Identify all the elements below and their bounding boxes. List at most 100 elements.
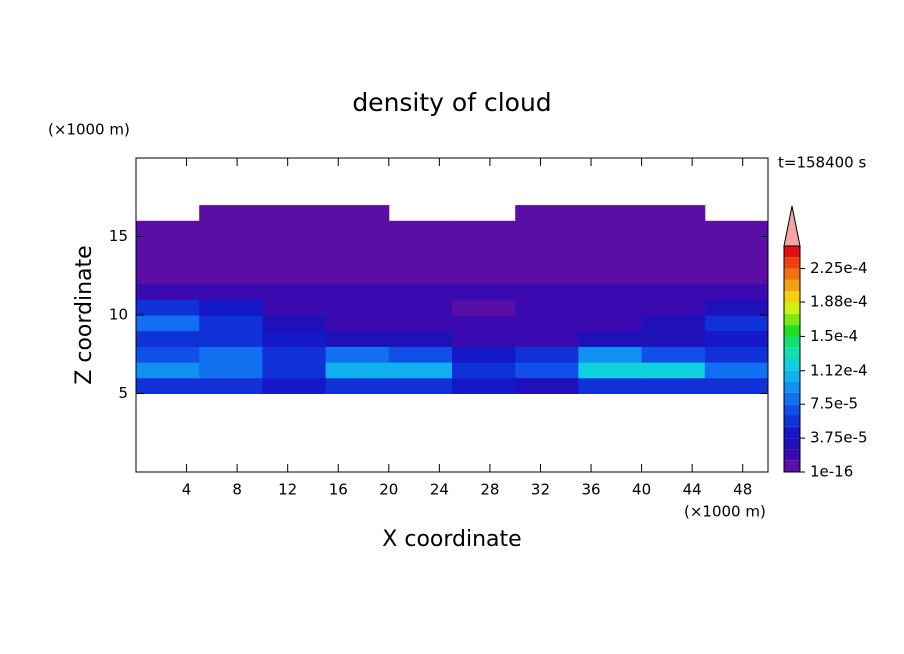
contour-cell — [641, 299, 706, 316]
contour-cell — [199, 346, 263, 363]
contour-cell — [641, 315, 706, 332]
contour-cell — [452, 315, 516, 332]
contour-cell — [136, 330, 200, 347]
contour-cell — [578, 299, 643, 316]
colorbar-band — [784, 392, 800, 405]
contour-cell — [578, 346, 643, 363]
colorbar-extend — [783, 205, 801, 247]
contour-cell — [641, 205, 706, 222]
colorbar-band — [784, 313, 800, 326]
contour-cell — [325, 220, 390, 237]
contour-cell — [452, 377, 516, 394]
contour-cell — [452, 362, 516, 379]
contour-cell — [515, 362, 579, 379]
contour-cell — [515, 330, 579, 347]
contour-cell — [704, 220, 769, 237]
colorbar-band — [784, 370, 800, 382]
contour-cell — [578, 377, 643, 394]
contour-cell — [452, 283, 516, 300]
colorbar-tick-label: 3.75e-5 — [810, 429, 868, 447]
x-tick-label: 20 — [379, 481, 398, 499]
colorbar-band — [784, 347, 800, 359]
contour-cell — [325, 267, 390, 285]
contour-cell — [704, 362, 769, 379]
contour-cell — [136, 299, 200, 316]
contour-cell — [325, 346, 390, 363]
x-unit: (×1000 m) — [684, 503, 766, 521]
time-label: t=158400 s — [778, 154, 866, 172]
contour-cell — [641, 330, 706, 347]
contour-cell — [199, 362, 263, 379]
contour-cell — [199, 205, 263, 222]
contour-cell — [704, 299, 769, 316]
contour-cell — [641, 362, 706, 379]
y-unit: (×1000 m) — [48, 121, 130, 139]
contour-cell — [325, 252, 390, 269]
contour-cell — [199, 377, 263, 394]
contour-cell — [704, 252, 769, 269]
y-tick-label: 10 — [109, 306, 128, 324]
contour-cell — [325, 330, 390, 347]
contour-cell — [325, 283, 390, 300]
contour-cell — [704, 377, 769, 394]
x-tick-label: 8 — [232, 481, 242, 499]
contour-cell — [136, 283, 200, 300]
contour-cell — [325, 377, 390, 394]
y-axis-label: Z coordinate — [72, 245, 97, 384]
contour-cell — [325, 299, 390, 316]
contour-cell — [262, 283, 327, 300]
contour-cell — [578, 330, 643, 347]
contour-cell — [641, 283, 706, 300]
contour-cell — [452, 220, 516, 237]
contour-cell — [388, 283, 453, 300]
contour-cell — [515, 377, 579, 394]
contour-cell — [704, 346, 769, 363]
contour-cell — [515, 220, 579, 237]
y-tick-label: 15 — [109, 227, 128, 245]
contour-cell — [325, 315, 390, 332]
contour-cell — [262, 236, 327, 253]
contour-cell — [641, 267, 706, 285]
colorbar-tick-label: 1.88e-4 — [810, 293, 868, 311]
contour-cell — [452, 236, 516, 253]
contour-cell — [388, 315, 453, 332]
contour-cell — [515, 267, 579, 285]
contour-cell — [704, 330, 769, 347]
contour-cell — [515, 236, 579, 253]
contour-cell — [199, 267, 263, 285]
contour-cell — [388, 346, 453, 363]
contour-cell — [388, 267, 453, 285]
contour-cell — [262, 346, 327, 363]
contour-cell — [704, 315, 769, 332]
contour-cell — [136, 220, 200, 237]
contour-cell — [578, 362, 643, 379]
contour-cell — [578, 252, 643, 269]
contour-cell — [262, 315, 327, 332]
contour-cell — [199, 220, 263, 237]
contour-cell — [515, 205, 579, 222]
contour-cell — [452, 252, 516, 269]
contour-cell — [262, 362, 327, 379]
contour-cell — [199, 252, 263, 269]
x-axis-label: X coordinate — [382, 527, 521, 552]
x-tick-label: 36 — [581, 481, 600, 499]
contour-cell — [641, 220, 706, 237]
contour-cell — [136, 236, 200, 253]
x-tick-label: 44 — [683, 481, 702, 499]
contour-cell — [199, 236, 263, 253]
colorbar-tick-label: 1e-16 — [810, 463, 853, 481]
x-tick-label: 24 — [430, 481, 449, 499]
x-tick-label: 28 — [480, 481, 499, 499]
contour-cell — [578, 315, 643, 332]
contour-cell — [262, 377, 327, 394]
contour-cell — [452, 346, 516, 363]
colorbar-band — [784, 291, 800, 303]
contour-cell — [578, 283, 643, 300]
colorbar-band — [784, 460, 800, 472]
contour-cell — [578, 267, 643, 285]
contour-cell — [704, 267, 769, 285]
contour-cell — [578, 236, 643, 253]
chart-title: density of cloud — [352, 88, 551, 117]
colorbar-band — [784, 426, 800, 439]
